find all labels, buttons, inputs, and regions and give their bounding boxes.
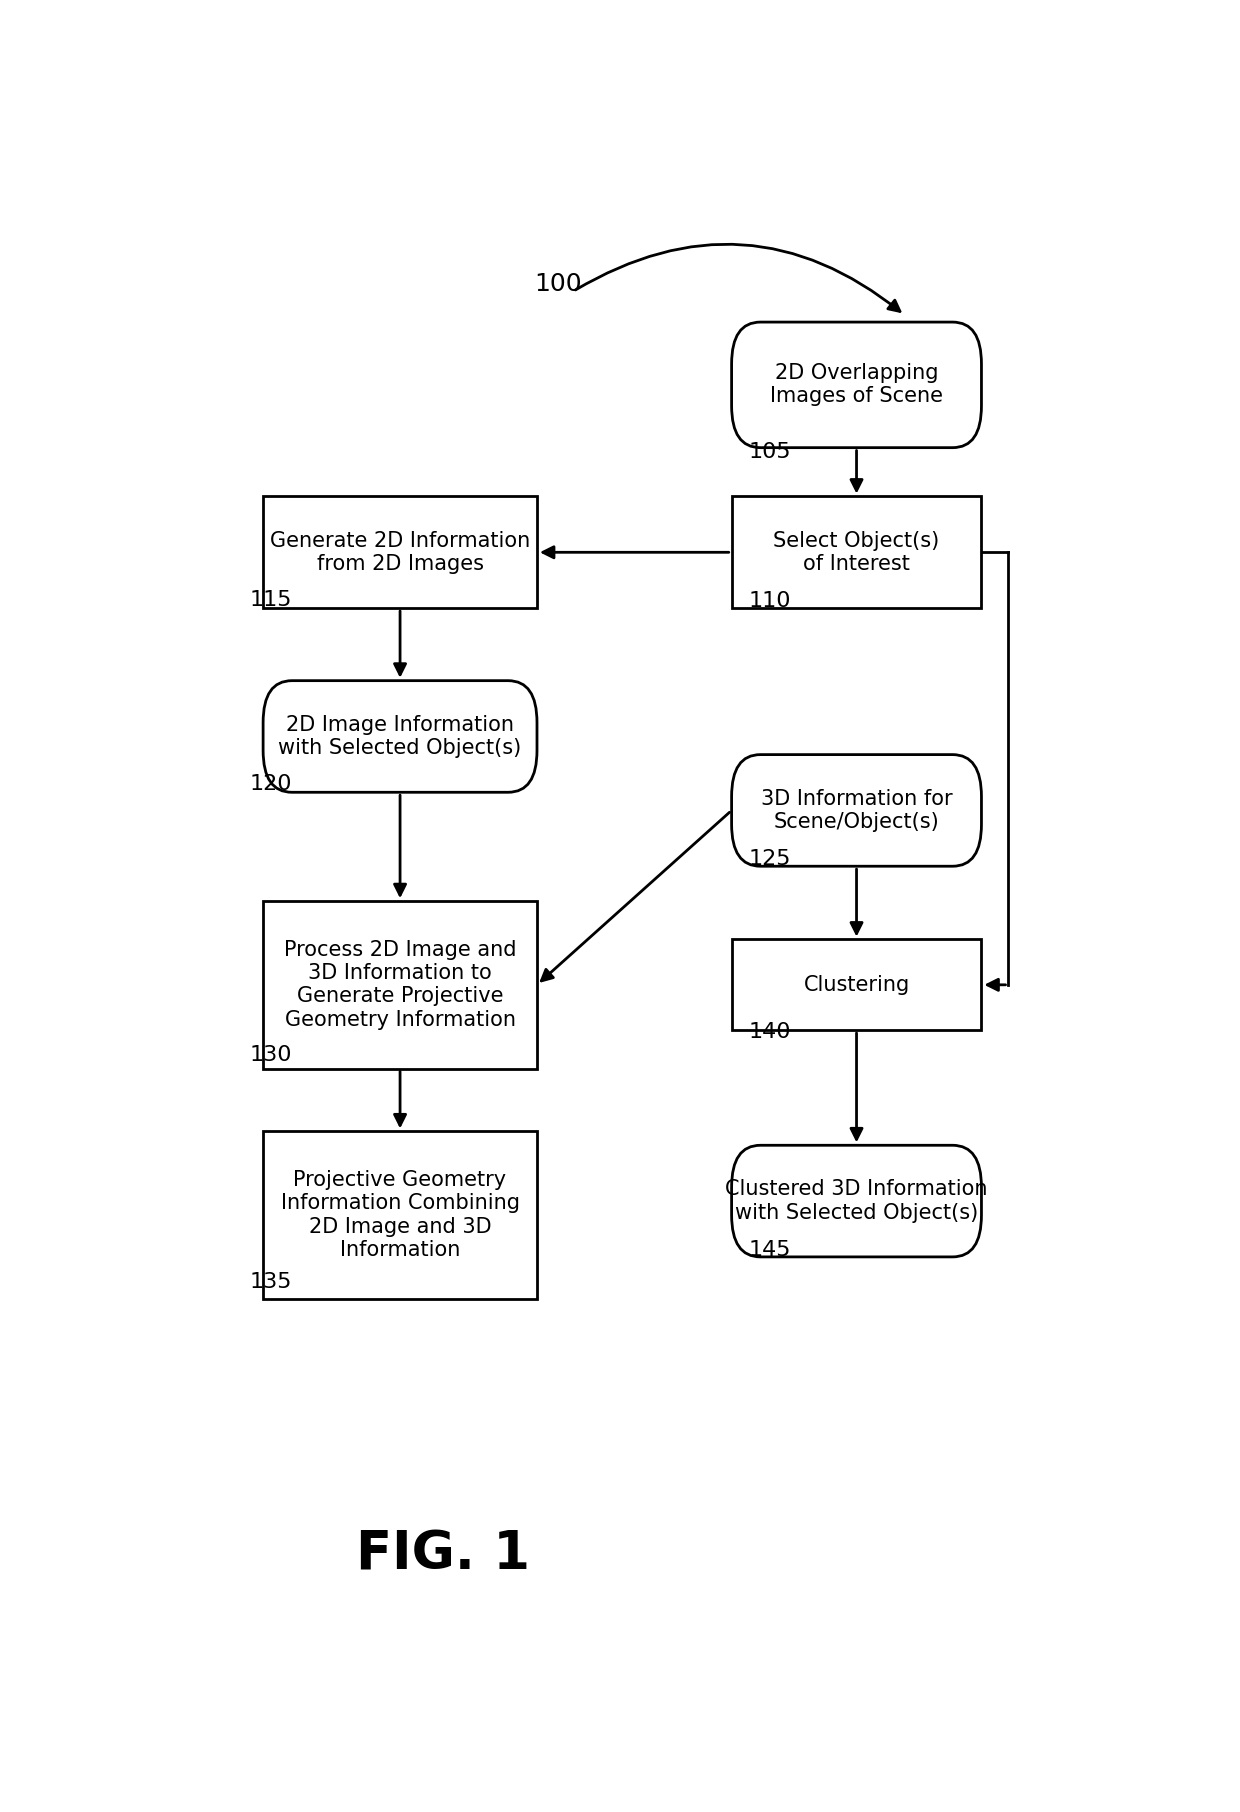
Text: 3D Information for
Scene/Object(s): 3D Information for Scene/Object(s) <box>760 788 952 832</box>
FancyBboxPatch shape <box>732 754 982 866</box>
FancyBboxPatch shape <box>263 901 537 1069</box>
Text: 140: 140 <box>749 1022 791 1042</box>
Text: FIG. 1: FIG. 1 <box>356 1528 531 1580</box>
Text: 2D Image Information
with Selected Object(s): 2D Image Information with Selected Objec… <box>279 716 522 757</box>
FancyBboxPatch shape <box>732 323 982 448</box>
Text: Clustering: Clustering <box>804 975 910 995</box>
FancyBboxPatch shape <box>263 496 537 609</box>
Text: Generate 2D Information
from 2D Images: Generate 2D Information from 2D Images <box>270 531 531 574</box>
Text: 135: 135 <box>249 1272 291 1292</box>
FancyBboxPatch shape <box>263 1131 537 1299</box>
Text: 100: 100 <box>534 272 583 297</box>
Text: 130: 130 <box>249 1044 291 1065</box>
FancyBboxPatch shape <box>732 1145 982 1258</box>
Text: Process 2D Image and
3D Information to
Generate Projective
Geometry Information: Process 2D Image and 3D Information to G… <box>284 940 516 1029</box>
Text: Select Object(s)
of Interest: Select Object(s) of Interest <box>774 531 940 574</box>
Text: 125: 125 <box>749 850 791 870</box>
Text: 120: 120 <box>249 774 291 794</box>
Text: Projective Geometry
Information Combining
2D Image and 3D
Information: Projective Geometry Information Combinin… <box>280 1171 520 1259</box>
Text: 105: 105 <box>749 442 791 462</box>
Text: Clustered 3D Information
with Selected Object(s): Clustered 3D Information with Selected O… <box>725 1180 988 1223</box>
FancyBboxPatch shape <box>732 939 982 1031</box>
Text: 110: 110 <box>749 591 791 611</box>
Text: 115: 115 <box>249 589 291 609</box>
FancyBboxPatch shape <box>732 496 982 609</box>
Text: 2D Overlapping
Images of Scene: 2D Overlapping Images of Scene <box>770 362 944 406</box>
FancyBboxPatch shape <box>263 681 537 792</box>
Text: 145: 145 <box>749 1239 791 1259</box>
